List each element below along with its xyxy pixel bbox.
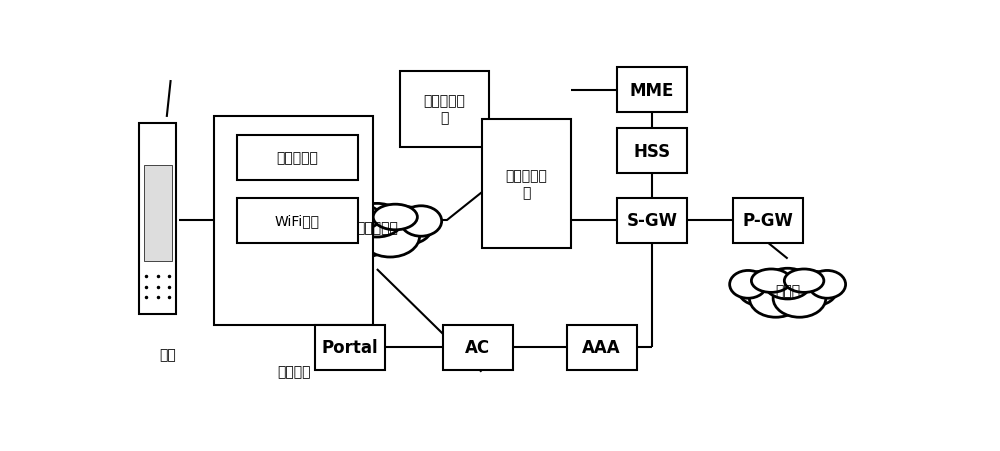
Text: AAA: AAA bbox=[582, 339, 621, 357]
Ellipse shape bbox=[377, 207, 433, 245]
Bar bbox=[237, 136, 358, 181]
Text: 家庭基站网
关: 家庭基站网 关 bbox=[505, 169, 547, 200]
Ellipse shape bbox=[312, 206, 353, 237]
Text: 互联网: 互联网 bbox=[775, 283, 800, 297]
Text: S-GW: S-GW bbox=[626, 212, 678, 230]
Ellipse shape bbox=[738, 272, 788, 307]
Bar bbox=[237, 198, 358, 244]
Ellipse shape bbox=[730, 271, 767, 299]
Text: WiFi模块: WiFi模块 bbox=[275, 214, 320, 228]
Text: 终端: 终端 bbox=[159, 348, 176, 362]
Ellipse shape bbox=[753, 274, 822, 314]
Ellipse shape bbox=[336, 205, 381, 230]
Bar bbox=[617, 129, 687, 174]
Ellipse shape bbox=[339, 210, 415, 253]
Text: 宽带回程网: 宽带回程网 bbox=[356, 221, 398, 235]
Ellipse shape bbox=[373, 205, 417, 230]
Bar bbox=[315, 325, 385, 370]
Text: HSS: HSS bbox=[633, 143, 671, 161]
Ellipse shape bbox=[749, 280, 802, 318]
Ellipse shape bbox=[788, 272, 838, 307]
Text: 蜂窝网模块: 蜂窝网模块 bbox=[276, 152, 318, 165]
Ellipse shape bbox=[361, 216, 420, 258]
Ellipse shape bbox=[773, 280, 826, 318]
Text: P-GW: P-GW bbox=[743, 212, 794, 230]
Bar bbox=[144, 166, 172, 261]
Bar bbox=[567, 325, 637, 370]
Text: MME: MME bbox=[630, 82, 674, 100]
Ellipse shape bbox=[784, 269, 824, 293]
Bar bbox=[214, 117, 373, 325]
Ellipse shape bbox=[751, 269, 791, 293]
Bar bbox=[482, 120, 571, 249]
Text: 家庭基站: 家庭基站 bbox=[277, 365, 311, 379]
Text: Portal: Portal bbox=[321, 339, 378, 357]
Bar bbox=[443, 325, 512, 370]
Ellipse shape bbox=[321, 207, 377, 245]
Ellipse shape bbox=[400, 206, 442, 237]
Ellipse shape bbox=[765, 269, 811, 299]
Bar bbox=[733, 198, 803, 244]
Ellipse shape bbox=[809, 271, 846, 299]
Bar bbox=[139, 124, 176, 315]
Text: AC: AC bbox=[465, 339, 490, 357]
Text: 家庭基站网
管: 家庭基站网 管 bbox=[424, 94, 466, 125]
Ellipse shape bbox=[334, 216, 393, 258]
Bar bbox=[617, 68, 687, 113]
Ellipse shape bbox=[351, 204, 403, 238]
Bar bbox=[617, 198, 687, 244]
Bar bbox=[400, 71, 489, 148]
